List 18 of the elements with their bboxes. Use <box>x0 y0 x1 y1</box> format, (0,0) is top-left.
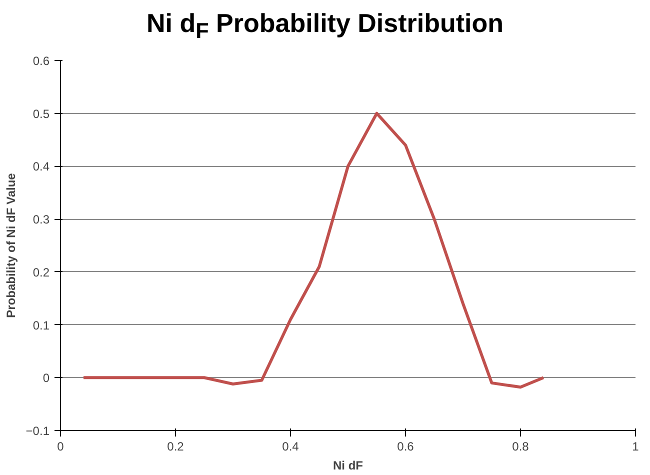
y-tick-label: 0.1 <box>32 318 50 332</box>
chart-title: Ni d$_{F}$ Probability Distribution <box>145 7 504 46</box>
x-axis-title: Ni dF <box>333 458 364 472</box>
y-tick-label: 0.4 <box>32 160 50 174</box>
y-tick-label: 0.2 <box>32 265 50 280</box>
y-axis-title: Probability of Ni dF Value <box>4 172 18 318</box>
x-tick-label: 1 <box>632 440 640 454</box>
x-tick-label: 0.4 <box>282 440 300 454</box>
y-tick-label: 0.5 <box>32 106 50 121</box>
y-tick-label: 0 <box>42 371 50 386</box>
x-tick-label: 0.8 <box>512 440 530 454</box>
y-tick-label: −0.1 <box>26 424 50 438</box>
y-tick-label: 0.6 <box>32 54 50 68</box>
x-tick-label: 0.2 <box>167 440 184 454</box>
y-tick-label: 0.3 <box>32 212 50 227</box>
line-series <box>82 112 545 389</box>
x-tick-label: 0.6 <box>397 440 414 454</box>
x-tick-label: 0 <box>57 440 64 454</box>
